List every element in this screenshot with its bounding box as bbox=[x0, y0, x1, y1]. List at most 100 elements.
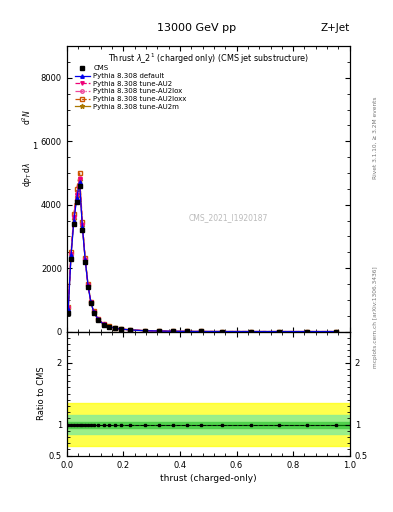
Pythia 8.308 tune-AU2m bbox=[107, 324, 112, 330]
Pythia 8.308 tune-AU2m bbox=[112, 325, 117, 331]
Pythia 8.308 tune-AU2lox bbox=[142, 328, 147, 334]
Pythia 8.308 tune-AU2loxx bbox=[199, 328, 204, 334]
Pythia 8.308 tune-AU2lox bbox=[156, 328, 161, 334]
Pythia 8.308 tune-AU2loxx bbox=[86, 281, 90, 287]
Pythia 8.308 tune-AU2 bbox=[74, 192, 79, 198]
Line: Pythia 8.308 tune-AU2lox: Pythia 8.308 tune-AU2lox bbox=[66, 176, 337, 333]
Pythia 8.308 default bbox=[305, 329, 310, 335]
CMS bbox=[101, 322, 106, 328]
Pythia 8.308 tune-AU2loxx bbox=[77, 170, 82, 176]
CMS bbox=[66, 309, 71, 315]
Pythia 8.308 tune-AU2loxx bbox=[118, 326, 123, 332]
Pythia 8.308 tune-AU2 bbox=[277, 329, 281, 335]
Pythia 8.308 tune-AU2loxx bbox=[66, 304, 71, 310]
Pythia 8.308 tune-AU2lox bbox=[86, 282, 90, 288]
Pythia 8.308 default bbox=[72, 218, 76, 224]
Pythia 8.308 tune-AU2loxx bbox=[88, 298, 93, 305]
Text: Z+Jet: Z+Jet bbox=[321, 23, 350, 33]
Pythia 8.308 tune-AU2loxx bbox=[69, 249, 73, 255]
Pythia 8.308 tune-AU2m bbox=[72, 216, 76, 222]
Pythia 8.308 default bbox=[101, 322, 106, 328]
Line: CMS: CMS bbox=[66, 184, 337, 333]
Pythia 8.308 tune-AU2m bbox=[95, 316, 100, 322]
Pythia 8.308 default bbox=[74, 195, 79, 201]
CMS bbox=[277, 329, 281, 335]
Pythia 8.308 default bbox=[128, 327, 133, 333]
CMS bbox=[305, 329, 310, 335]
Pythia 8.308 tune-AU2loxx bbox=[112, 325, 117, 331]
Pythia 8.308 tune-AU2lox bbox=[305, 329, 310, 335]
Pythia 8.308 tune-AU2 bbox=[142, 328, 147, 334]
Pythia 8.308 tune-AU2lox bbox=[220, 329, 225, 335]
Pythia 8.308 tune-AU2loxx bbox=[101, 321, 106, 327]
Pythia 8.308 default bbox=[69, 252, 73, 259]
Pythia 8.308 default bbox=[80, 224, 85, 230]
Pythia 8.308 tune-AU2m bbox=[142, 328, 147, 334]
Pythia 8.308 tune-AU2m bbox=[101, 322, 106, 328]
Pythia 8.308 default bbox=[95, 316, 100, 322]
Legend: CMS, Pythia 8.308 default, Pythia 8.308 tune-AU2, Pythia 8.308 tune-AU2lox, Pyth: CMS, Pythia 8.308 default, Pythia 8.308 … bbox=[73, 64, 188, 111]
Pythia 8.308 default bbox=[77, 179, 82, 185]
Pythia 8.308 tune-AU2 bbox=[118, 326, 123, 332]
Pythia 8.308 tune-AU2m bbox=[171, 328, 175, 334]
Pythia 8.308 default bbox=[333, 329, 338, 335]
Pythia 8.308 tune-AU2 bbox=[156, 328, 161, 334]
Pythia 8.308 tune-AU2 bbox=[83, 257, 88, 263]
Pythia 8.308 default bbox=[185, 328, 189, 334]
Text: mcplots.cern.ch [arXiv:1306.3436]: mcplots.cern.ch [arXiv:1306.3436] bbox=[373, 267, 378, 368]
Pythia 8.308 tune-AU2lox bbox=[112, 325, 117, 331]
Line: Pythia 8.308 default: Pythia 8.308 default bbox=[66, 181, 337, 333]
Pythia 8.308 tune-AU2m bbox=[80, 223, 85, 229]
Pythia 8.308 tune-AU2loxx bbox=[171, 328, 175, 334]
CMS bbox=[88, 300, 93, 306]
Pythia 8.308 default bbox=[83, 257, 88, 263]
Pythia 8.308 tune-AU2 bbox=[86, 282, 90, 288]
Pythia 8.308 tune-AU2m bbox=[74, 194, 79, 200]
Pythia 8.308 tune-AU2lox bbox=[66, 304, 71, 310]
Pythia 8.308 tune-AU2lox bbox=[74, 190, 79, 197]
Pythia 8.308 tune-AU2 bbox=[305, 329, 310, 335]
Pythia 8.308 tune-AU2m bbox=[69, 252, 73, 258]
CMS bbox=[220, 329, 225, 335]
CMS bbox=[83, 259, 88, 265]
Pythia 8.308 default bbox=[142, 328, 147, 334]
CMS bbox=[199, 328, 204, 334]
Pythia 8.308 default bbox=[277, 329, 281, 335]
Pythia 8.308 default bbox=[91, 309, 96, 315]
Pythia 8.308 tune-AU2m bbox=[185, 328, 189, 334]
Pythia 8.308 tune-AU2loxx bbox=[95, 316, 100, 322]
Pythia 8.308 default bbox=[248, 329, 253, 335]
Pythia 8.308 tune-AU2m bbox=[77, 177, 82, 183]
Pythia 8.308 tune-AU2m bbox=[248, 329, 253, 335]
CMS bbox=[248, 329, 253, 335]
Pythia 8.308 tune-AU2loxx bbox=[72, 211, 76, 217]
Pythia 8.308 tune-AU2lox bbox=[69, 250, 73, 257]
CMS bbox=[156, 328, 161, 334]
Pythia 8.308 tune-AU2loxx bbox=[220, 329, 225, 335]
Pythia 8.308 tune-AU2lox bbox=[107, 324, 112, 330]
Text: 13000 GeV pp: 13000 GeV pp bbox=[157, 23, 236, 33]
Pythia 8.308 tune-AU2 bbox=[77, 176, 82, 182]
Pythia 8.308 tune-AU2m bbox=[66, 305, 71, 311]
Pythia 8.308 tune-AU2lox bbox=[83, 256, 88, 262]
CMS bbox=[107, 324, 112, 330]
Pythia 8.308 tune-AU2 bbox=[95, 316, 100, 322]
Pythia 8.308 tune-AU2m bbox=[305, 329, 310, 335]
Pythia 8.308 tune-AU2 bbox=[185, 328, 189, 334]
Pythia 8.308 tune-AU2 bbox=[91, 309, 96, 315]
Line: Pythia 8.308 tune-AU2loxx: Pythia 8.308 tune-AU2loxx bbox=[66, 171, 337, 333]
Text: Rivet 3.1.10, ≥ 3.2M events: Rivet 3.1.10, ≥ 3.2M events bbox=[373, 97, 378, 180]
Pythia 8.308 tune-AU2lox bbox=[72, 214, 76, 220]
Pythia 8.308 tune-AU2lox bbox=[199, 328, 204, 334]
Pythia 8.308 tune-AU2m bbox=[86, 282, 90, 288]
Text: $\mathrm{d}^2N$: $\mathrm{d}^2N$ bbox=[21, 110, 33, 125]
Text: Thrust $\lambda\_2^1$ (charged only) (CMS jet substructure): Thrust $\lambda\_2^1$ (charged only) (CM… bbox=[108, 52, 309, 66]
Pythia 8.308 tune-AU2loxx bbox=[83, 255, 88, 261]
CMS bbox=[77, 183, 82, 189]
Pythia 8.308 tune-AU2m bbox=[88, 299, 93, 305]
CMS bbox=[118, 326, 123, 332]
Pythia 8.308 tune-AU2 bbox=[88, 299, 93, 305]
Pythia 8.308 tune-AU2m bbox=[118, 326, 123, 332]
CMS bbox=[91, 309, 96, 315]
Pythia 8.308 tune-AU2loxx bbox=[333, 329, 338, 335]
